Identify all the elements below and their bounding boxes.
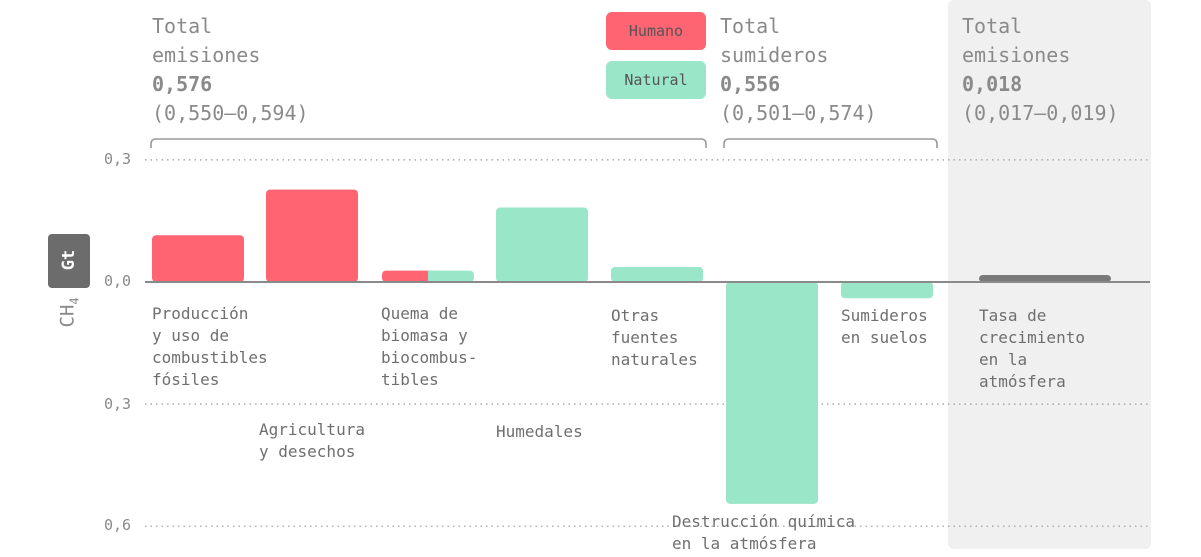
unit-badge — [48, 234, 90, 288]
bar-segment-natural — [428, 270, 433, 282]
label-line: naturales — [611, 350, 698, 369]
header-growth-value: 0,018 — [962, 72, 1023, 96]
label-line: Destrucción química — [672, 512, 856, 531]
bar — [726, 282, 818, 504]
bar-growth-rate — [979, 275, 1111, 282]
legend-natural: Natural — [606, 61, 706, 99]
label-line: fuentes — [611, 328, 679, 347]
category-label-fossil: Producción y uso de combustibles fósiles — [152, 303, 268, 391]
header-total-sinks: Total sumideros 0,556 (0,501–0,574) — [720, 12, 877, 128]
category-label-biomass: Quema de biomasa y biocombus- tibles — [381, 303, 477, 391]
category-label-soil-sinks: Sumideros en suelos — [841, 305, 928, 349]
label-line: Tasa de — [979, 306, 1047, 325]
legend-human: Humano — [606, 12, 706, 50]
label-line: Producción — [152, 304, 249, 323]
label-line: Quema de — [381, 304, 459, 323]
label-line: y desechos — [259, 442, 356, 461]
y-tick-label: 0,3 — [104, 150, 132, 168]
label-line: tibles — [381, 370, 439, 389]
label-line: Agricultura — [259, 420, 365, 439]
header-growth-line2: emisiones — [962, 43, 1071, 67]
header-sinks-range: (0,501–0,574) — [720, 101, 877, 125]
category-label-chemical-destruction: Destrucción química en la atmósfera — [672, 511, 855, 555]
header-total-emissions: Total emisiones 0,576 (0,550–0,594) — [152, 12, 309, 128]
bracket-emissions — [150, 138, 707, 148]
category-label-agriculture: Agricultura y desechos — [259, 419, 365, 463]
header-emissions-line2: emisiones — [152, 43, 261, 67]
header-emissions-line1: Total — [152, 14, 213, 38]
label-line: crecimiento — [979, 328, 1085, 347]
label-line: atmósfera — [979, 372, 1066, 391]
bar — [152, 235, 244, 282]
bar-segment-natural — [428, 270, 474, 282]
bar — [266, 189, 358, 282]
header-emissions-value: 0,576 — [152, 72, 213, 96]
bracket-sinks — [723, 138, 938, 148]
label-line: en la atmósfera — [672, 534, 817, 553]
category-label-wetlands: Humedales — [496, 421, 583, 443]
atmosphere-panel — [948, 0, 1151, 549]
label-line: fósiles — [152, 370, 220, 389]
label-line: Sumideros — [841, 306, 928, 325]
unit-label-sub: 4 — [67, 297, 82, 305]
label-line: Humedales — [496, 422, 583, 441]
header-growth-line1: Total — [962, 14, 1023, 38]
header-emissions-range: (0,550–0,594) — [152, 101, 309, 125]
label-line: y uso de — [152, 326, 230, 345]
y-tick-label: 0,3 — [104, 395, 132, 413]
bar — [496, 207, 588, 282]
unit-label-main: CH — [56, 304, 79, 328]
bar-segment-human — [382, 270, 434, 282]
label-line: biomasa y — [381, 326, 468, 345]
header-growth-range: (0,017–0,019) — [962, 101, 1119, 125]
category-label-growth-rate: Tasa de crecimiento en la atmósfera — [979, 305, 1085, 393]
label-line: en la — [979, 350, 1028, 369]
label-line: en suelos — [841, 328, 928, 347]
y-tick-label: 0,0 — [104, 272, 132, 290]
y-tick-label: 0,6 — [104, 516, 132, 534]
unit-badge-label: Gt — [59, 249, 79, 271]
header-sinks-value: 0,556 — [720, 72, 781, 96]
unit-label: CH4 — [57, 279, 82, 345]
label-line: biocombus- — [381, 348, 478, 367]
header-growth: Total emisiones 0,018 (0,017–0,019) — [962, 12, 1119, 128]
label-line: combustibles — [152, 348, 268, 367]
header-sinks-line2: sumideros — [720, 43, 829, 67]
header-sinks-line1: Total — [720, 14, 781, 38]
bar — [841, 282, 933, 299]
label-line: Otras — [611, 306, 660, 325]
category-label-other-natural: Otras fuentes naturales — [611, 305, 698, 371]
bar — [611, 266, 703, 282]
